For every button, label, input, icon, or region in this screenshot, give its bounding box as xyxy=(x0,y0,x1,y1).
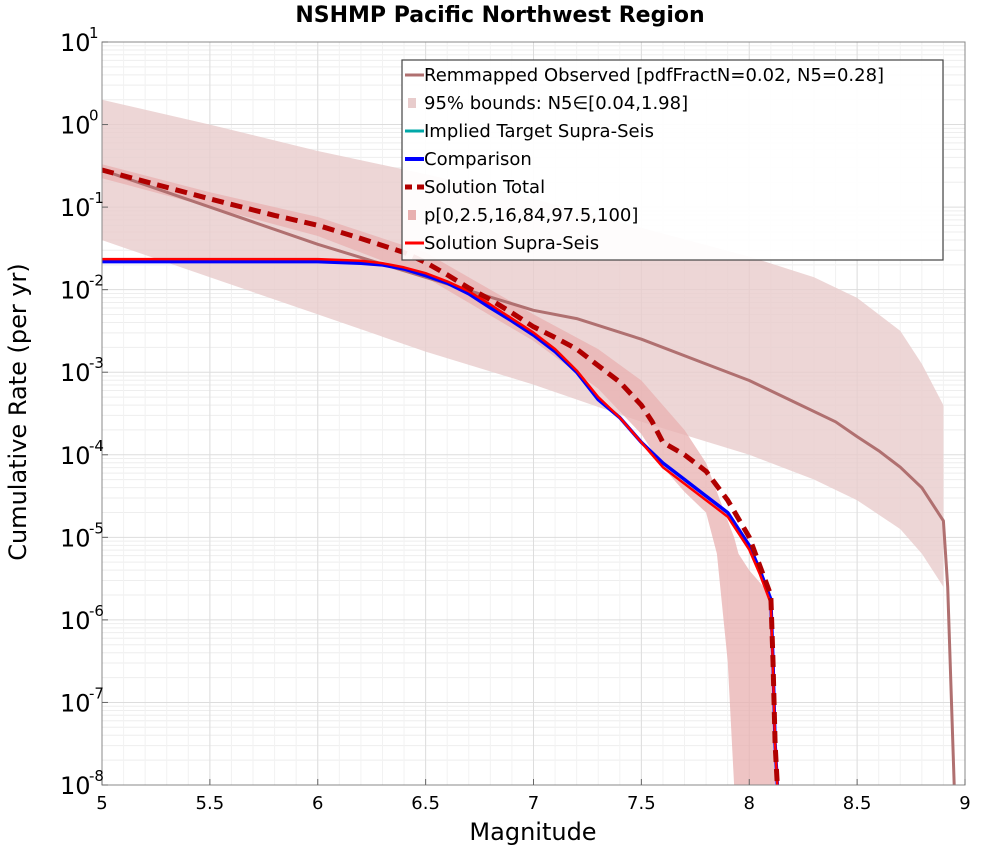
y-tick-label: 101 xyxy=(60,24,99,57)
series-lines xyxy=(101,167,956,786)
y-tick-exponent: -2 xyxy=(89,272,104,290)
y-tick-exponent: 1 xyxy=(89,24,99,42)
legend-swatch-observed_band xyxy=(408,98,416,108)
legend-box xyxy=(401,59,944,261)
y-tick-base: 10 xyxy=(60,772,91,800)
series-line-supra xyxy=(102,257,779,786)
y-tick-base: 10 xyxy=(60,524,91,552)
y-tick-base: 10 xyxy=(60,194,91,222)
x-tick-label: 5 xyxy=(96,793,107,814)
y-tick-label: 100 xyxy=(60,107,99,140)
y-tick-label: 10-4 xyxy=(60,437,104,470)
legend-swatch-solution_band xyxy=(408,210,416,220)
y-tick-label: 10-2 xyxy=(60,272,104,305)
y-tick-label: 10-3 xyxy=(60,354,104,387)
y-tick-exponent: -3 xyxy=(89,354,104,372)
y-axis-label: Cumulative Rate (per yr) xyxy=(4,263,32,561)
legend-label-target: Implied Target Supra-Seis xyxy=(424,121,654,142)
chart-title: NSHMP Pacific Northwest Region xyxy=(295,3,704,28)
y-tick-label: 10-8 xyxy=(60,767,104,800)
y-tick-exponent: -6 xyxy=(89,602,104,620)
y-tick-label: 10-1 xyxy=(60,189,104,222)
x-axis-label: Magnitude xyxy=(469,818,596,846)
y-tick-base: 10 xyxy=(60,359,91,387)
x-tick-label: 8 xyxy=(744,793,755,814)
y-tick-base: 10 xyxy=(60,607,91,635)
y-tick-exponent: -7 xyxy=(89,684,104,702)
x-tick-label: 8.5 xyxy=(843,793,872,814)
x-tick-label: 5.5 xyxy=(196,793,225,814)
x-tick-label: 7.5 xyxy=(627,793,656,814)
x-tick-label: 6.5 xyxy=(411,793,440,814)
x-tick-label: 7 xyxy=(528,793,539,814)
y-tick-exponent: -1 xyxy=(89,189,104,207)
y-tick-exponent: -8 xyxy=(89,767,104,785)
legend-entry-target: Implied Target Supra-Seis xyxy=(405,121,654,142)
y-tick-exponent: -4 xyxy=(89,437,104,455)
x-axis-ticks: 5 5.5 6 6.5 7 7.5 8 8.5 9 xyxy=(96,779,971,814)
x-tick-label: 6 xyxy=(312,793,323,814)
legend-label-supra: Solution Supra-Seis xyxy=(424,233,599,254)
y-tick-label: 10-6 xyxy=(60,602,104,635)
y-tick-base: 10 xyxy=(60,29,91,57)
legend-label-observed_band: 95% bounds: N5∈[0.04,1.98] xyxy=(424,93,688,114)
legend: Remmapped Observed [pdfFractN=0.02, N5=0… xyxy=(401,59,944,261)
legend-entry-total: Solution Total xyxy=(405,177,545,198)
y-tick-exponent: -5 xyxy=(89,519,104,537)
legend-entry-observed_band: 95% bounds: N5∈[0.04,1.98] xyxy=(408,93,688,114)
y-tick-label: 10-5 xyxy=(60,519,104,552)
legend-label-observed: Remmapped Observed [pdfFractN=0.02, N5=0… xyxy=(424,65,884,86)
y-tick-label: 10-7 xyxy=(60,684,104,717)
legend-label-total: Solution Total xyxy=(424,177,545,198)
y-tick-base: 10 xyxy=(60,442,91,470)
legend-entry-solution_band: p[0,2.5,16,84,97.5,100] xyxy=(408,205,638,226)
legend-entry-supra: Solution Supra-Seis xyxy=(405,233,599,254)
y-tick-exponent: 0 xyxy=(89,107,99,125)
series-line-total xyxy=(101,167,780,786)
y-tick-base: 10 xyxy=(60,277,91,305)
y-tick-base: 10 xyxy=(60,112,91,140)
legend-entry-comparison: Comparison xyxy=(405,149,532,170)
legend-label-solution_band: p[0,2.5,16,84,97.5,100] xyxy=(424,205,638,226)
legend-label-comparison: Comparison xyxy=(424,149,532,170)
legend-entry-observed: Remmapped Observed [pdfFractN=0.02, N5=0… xyxy=(405,65,884,86)
x-tick-label: 9 xyxy=(959,793,970,814)
y-tick-base: 10 xyxy=(60,689,91,717)
